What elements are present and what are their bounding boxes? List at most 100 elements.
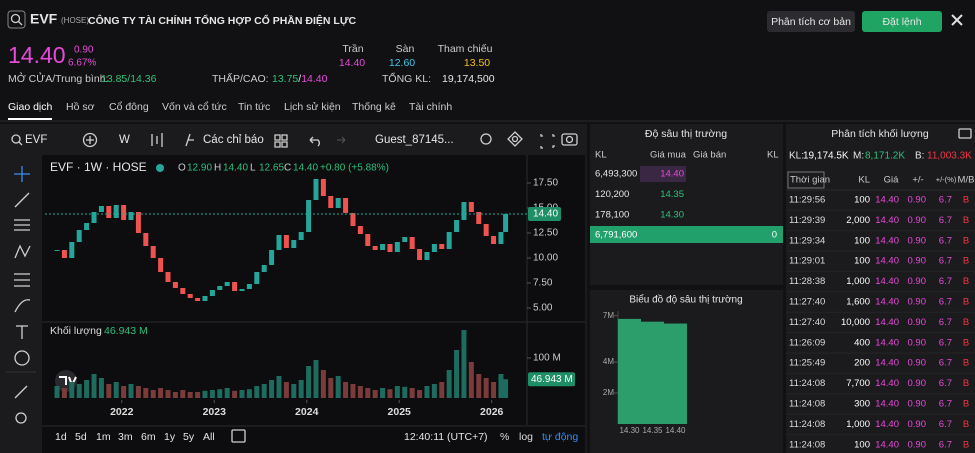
depth-tick-label: 4M (603, 357, 614, 366)
scale-option[interactable]: tự động (542, 431, 578, 443)
order-button-label[interactable]: Đặt lệnh (882, 16, 921, 28)
volume-bar (372, 390, 378, 398)
trade-cell: 14.40 (875, 256, 899, 267)
add-symbol-icon (86, 136, 94, 144)
crosshair-tool[interactable] (14, 166, 30, 182)
order-button[interactable] (862, 11, 942, 32)
total-bid-volume: 6,791,600 (595, 230, 637, 241)
total-volume-label: TỔNG KL: (382, 72, 431, 85)
fullscreen-icon[interactable] (540, 134, 555, 149)
trade-cell: B (963, 399, 969, 410)
zoom-tool[interactable] (15, 412, 27, 424)
tab[interactable]: Giao dịch (8, 101, 53, 113)
trade-cell: 11:24:08 (789, 419, 825, 430)
time-range[interactable]: 1d (55, 431, 67, 443)
tab[interactable]: Tin tức (238, 101, 270, 113)
tab[interactable]: Hồ sơ (66, 101, 95, 113)
volume-bar (461, 330, 467, 398)
brush-tool[interactable] (14, 299, 31, 313)
tab[interactable]: Thống kê (352, 101, 396, 113)
panel-menu-icon[interactable] (958, 128, 972, 139)
trade-cell: 0.90 (908, 215, 927, 226)
trade-cell: 0.90 (908, 195, 927, 206)
date-range-icon[interactable] (231, 429, 246, 443)
snapshot-icon[interactable] (561, 133, 578, 146)
time-range[interactable]: 6m (141, 431, 156, 443)
candle (128, 212, 134, 220)
ceiling-value: 14.40 (339, 57, 365, 69)
candle (291, 240, 297, 248)
company-name: CÔNG TY TÀI CHÍNH TỔNG HỢP CỔ PHẦN ĐIỆN … (88, 14, 357, 27)
layout-name[interactable]: Guest_87145... (375, 134, 454, 146)
emoji-tool[interactable] (14, 350, 30, 366)
volume-bar (291, 384, 297, 398)
volume-bar (431, 384, 437, 398)
candle (269, 250, 275, 265)
trade-cell: 14.40 (875, 337, 899, 348)
volume-bar (483, 378, 489, 398)
price-change: 0.90 (74, 45, 94, 56)
volume-bar (380, 388, 386, 398)
settings-icon[interactable] (507, 131, 523, 147)
tab[interactable]: Vốn và cổ tức (162, 101, 227, 113)
volume-bar (254, 386, 260, 398)
tab[interactable]: Tài chính (409, 101, 452, 113)
indicators-button[interactable]: Các chỉ báo (203, 134, 264, 146)
chart-symbol[interactable]: EVF (25, 134, 47, 146)
search-box[interactable] (7, 10, 26, 29)
indicator-icon[interactable] (185, 133, 194, 147)
trendline-tool[interactable] (14, 192, 30, 208)
trade-cell: 0.90 (908, 256, 927, 267)
ruler-tool[interactable] (14, 385, 28, 399)
undo-icon[interactable] (309, 136, 320, 147)
alert-icon[interactable] (480, 133, 492, 145)
redo-icon[interactable] (337, 136, 346, 144)
separator: / (298, 73, 301, 85)
candle (209, 290, 215, 296)
interval[interactable]: W (119, 134, 130, 146)
bid-volume-bar (640, 166, 686, 182)
trade-cell: 11:27:40 (789, 297, 825, 308)
chart-type-icon[interactable] (151, 133, 163, 147)
time-range[interactable]: 1m (96, 431, 111, 443)
time-range[interactable]: 5d (75, 431, 87, 443)
pattern-tool[interactable] (14, 244, 31, 259)
summary-value: 11,003.3K (927, 151, 972, 162)
add-symbol-icon[interactable] (82, 132, 98, 148)
volume-bar (394, 386, 400, 398)
tab[interactable]: Cổ đông (109, 101, 149, 113)
time-range[interactable]: All (203, 431, 215, 443)
sort-header-box[interactable] (787, 171, 825, 189)
time-range[interactable]: 1y (164, 431, 176, 443)
close-icon[interactable] (951, 14, 963, 26)
bid-price: 14.30 (660, 210, 684, 221)
volume-bar (180, 390, 186, 398)
analysis-button[interactable] (767, 11, 855, 32)
scale-option[interactable]: % (500, 431, 509, 443)
depth-category: 14.40 (665, 426, 686, 435)
column-header: KL (595, 150, 607, 161)
time-range[interactable]: 3m (118, 431, 133, 443)
scale-option[interactable]: log (519, 431, 533, 443)
settings-icon (511, 135, 519, 143)
candle (328, 196, 334, 208)
candle (283, 235, 289, 248)
candle (98, 206, 104, 212)
trade-cell: 11:26:09 (789, 337, 825, 348)
bid-volume: 6,493,300 (595, 169, 637, 180)
floor-label: Sàn (396, 43, 415, 55)
depth-category: 14.30 (619, 426, 640, 435)
volume-bar (402, 386, 408, 398)
search-icon[interactable] (11, 134, 21, 144)
fib-tool[interactable] (14, 219, 30, 231)
prediction-tool[interactable] (14, 273, 30, 287)
time-range[interactable]: 5y (183, 431, 195, 443)
text-tool[interactable] (16, 325, 28, 339)
trade-cell: 200 (854, 358, 870, 369)
tab[interactable]: Lịch sử kiện (284, 101, 341, 113)
depth-bar (618, 318, 641, 424)
analysis-button-label[interactable]: Phân tích cơ bản (771, 16, 851, 28)
volume-bar (320, 370, 326, 398)
layout-icon[interactable] (274, 134, 288, 148)
candle (261, 265, 267, 272)
